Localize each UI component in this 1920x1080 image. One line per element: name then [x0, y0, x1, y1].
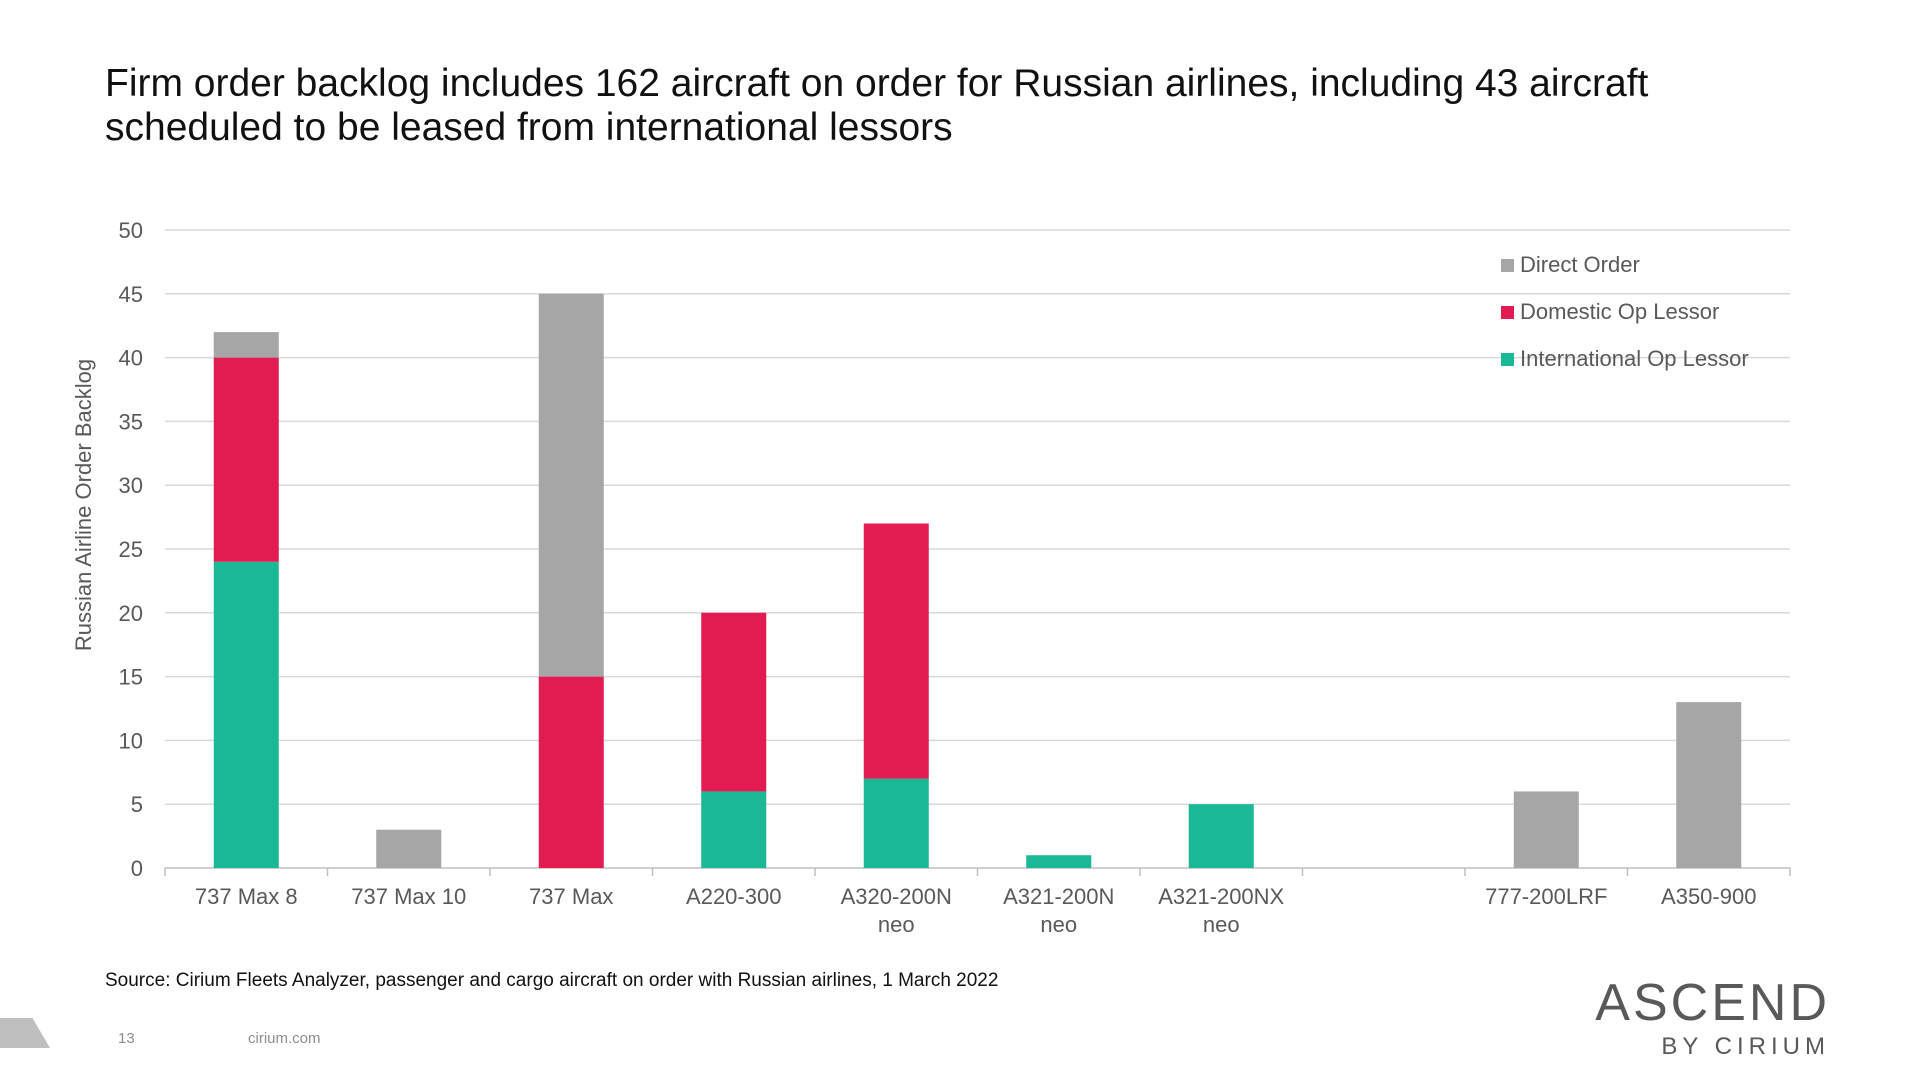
page-number: 13 — [118, 1030, 135, 1047]
bar-segment — [1026, 855, 1092, 868]
x-tick-label: A350-900 — [1661, 884, 1756, 909]
bar-segment — [1676, 702, 1742, 868]
bar-segment — [538, 293, 604, 677]
y-tick-label: 20 — [119, 601, 143, 626]
chart-title: Firm order backlog includes 162 aircraft… — [105, 62, 1805, 150]
bar-segment — [213, 332, 279, 358]
x-tick-label: 737 Max 8 — [195, 884, 298, 909]
x-tick-label: neo — [1203, 912, 1240, 937]
legend-swatch — [1501, 259, 1514, 272]
title-line-2: scheduled to be leased from internationa… — [105, 106, 953, 149]
bar-segment — [213, 357, 279, 562]
y-tick-label: 45 — [119, 282, 143, 307]
y-tick-label: 30 — [119, 473, 143, 498]
y-axis-title: Russian Airline Order Backlog — [71, 359, 96, 651]
x-tick-label: 737 Max 10 — [351, 884, 466, 909]
logo-sub-text: BY CIRIUM — [1661, 1033, 1830, 1060]
y-tick-label: 15 — [119, 665, 143, 690]
bars — [213, 293, 1742, 868]
bar-segment — [701, 612, 767, 792]
y-tick-label: 35 — [119, 409, 143, 434]
bar-segment — [863, 778, 929, 868]
site-link[interactable]: cirium.com — [248, 1030, 321, 1047]
legend-label: International Op Lessor — [1520, 346, 1749, 371]
y-tick-label: 40 — [119, 346, 143, 371]
x-tick-label: 737 Max — [529, 884, 613, 909]
x-axis-ticks: 737 Max 8 737 Max 10 737 Max A220-300 A320-2… — [195, 884, 1757, 937]
bar-segment — [1513, 791, 1579, 868]
legend-label: Direct Order — [1520, 252, 1640, 277]
gridlines — [164, 229, 1791, 876]
bar-segment — [863, 523, 929, 779]
bar-segment — [538, 676, 604, 868]
bar-segment — [701, 791, 767, 868]
legend-label: Domestic Op Lessor — [1520, 299, 1719, 324]
x-tick-label: neo — [878, 912, 915, 937]
ascend-logo: ASCEND BY CIRIUM — [1595, 975, 1830, 1061]
y-axis-ticks: 0 5 10 15 20 25 30 35 40 45 50 — [119, 218, 143, 881]
legend: Direct Order Domestic Op Lessor Internatio… — [1501, 252, 1749, 371]
bar-segment — [213, 561, 279, 868]
y-tick-label: 25 — [119, 537, 143, 562]
y-tick-label: 10 — [119, 728, 143, 753]
title-line-1: Firm order backlog includes 162 aircraft… — [105, 62, 1649, 105]
x-tick-label: A220-300 — [686, 884, 781, 909]
x-tick-label: A320-200N — [841, 884, 952, 909]
x-tick-label: A321-200NX — [1158, 884, 1284, 909]
source-note: Source: Cirium Fleets Analyzer, passenge… — [105, 970, 999, 991]
x-tick-label: 777-200LRF — [1485, 884, 1607, 909]
logo-main-text: ASCEND — [1595, 974, 1830, 1032]
legend-swatch — [1501, 306, 1514, 319]
y-tick-label: 50 — [119, 218, 143, 243]
legend-swatch — [1501, 353, 1514, 366]
x-tick-label: A321-200N — [1003, 884, 1114, 909]
y-tick-label: 5 — [131, 792, 143, 817]
x-tick-label: neo — [1040, 912, 1077, 937]
bar-segment — [376, 829, 442, 868]
y-tick-label: 0 — [131, 856, 143, 881]
bar-segment — [1188, 804, 1254, 868]
